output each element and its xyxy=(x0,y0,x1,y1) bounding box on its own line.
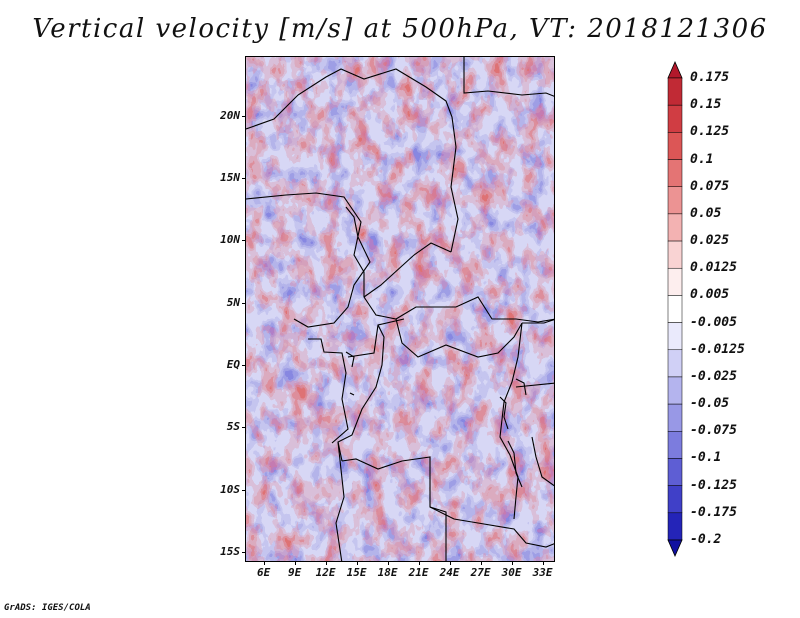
colorbar-tick-label: 0.005 xyxy=(690,287,730,303)
colorbar-bin xyxy=(667,77,683,106)
lon-tick-label: 21E xyxy=(408,566,429,579)
lat-tick xyxy=(242,240,245,242)
lon-tick-label: 6E xyxy=(256,566,271,579)
lakes xyxy=(345,351,527,488)
colorbar-bin xyxy=(667,267,683,296)
lon-tick xyxy=(356,562,358,565)
colorbar-bin xyxy=(667,295,683,323)
colorbar-bottom-arrow xyxy=(667,539,683,557)
colorbar-tick-label: -0.1 xyxy=(690,450,722,466)
lat-tick xyxy=(242,178,245,180)
colorbar-tick-label: -0.05 xyxy=(690,396,730,412)
lon-tick xyxy=(511,562,513,565)
lon-tick-label: 33E xyxy=(532,566,553,579)
vertical-velocity-map xyxy=(246,57,554,561)
colorbar-top-arrow xyxy=(667,61,683,79)
colorbar-bin xyxy=(667,159,683,187)
colorbar-bin xyxy=(667,376,683,405)
colorbar-tick-label: 0.075 xyxy=(690,178,730,194)
lat-tick xyxy=(242,427,245,429)
colorbar-tick-label: 0.05 xyxy=(690,205,722,221)
lon-tick xyxy=(325,562,327,565)
lon-tick xyxy=(480,562,482,565)
colorbar-tick-label: 0.0125 xyxy=(690,260,737,276)
lat-tick xyxy=(242,365,245,367)
lat-tick-label: 10S xyxy=(220,482,240,496)
lat-tick-label: 15S xyxy=(220,545,240,559)
lon-tick-label: 27E xyxy=(470,566,491,579)
lon-tick-label: 24E xyxy=(439,566,460,579)
colorbar-bin xyxy=(667,186,683,215)
colorbar-tick-label: -0.0125 xyxy=(690,341,745,357)
colorbar-tick-label: -0.2 xyxy=(690,532,722,547)
plot-title: Vertical velocity [m/s] at 500hPa, VT: 2… xyxy=(32,14,768,44)
colorbar-tick-label: -0.125 xyxy=(690,477,737,493)
lat-tick xyxy=(242,115,245,117)
colorbar-tick-label: -0.175 xyxy=(690,504,737,520)
colorbar-tick-label: -0.025 xyxy=(690,368,737,384)
colorbar-bin xyxy=(667,132,683,160)
colorbar-bin xyxy=(667,512,683,541)
map-panel xyxy=(245,56,555,562)
lon-tick-label: 18E xyxy=(377,566,398,579)
lon-tick xyxy=(449,562,451,565)
colorbar-bin xyxy=(667,213,683,242)
lat-tick-label: 5S xyxy=(226,420,240,434)
colorbar xyxy=(667,61,683,557)
lon-tick-label: 15E xyxy=(346,566,367,579)
colorbar-bin xyxy=(667,485,683,514)
lon-tick xyxy=(387,562,389,565)
colorbar-tick-label: 0.1 xyxy=(690,151,714,167)
lon-tick-label: 30E xyxy=(501,566,522,579)
lon-tick xyxy=(263,562,265,565)
colorbar-bin xyxy=(667,458,683,486)
lat-tick-label: 20N xyxy=(220,108,240,122)
lat-tick-label: 5N xyxy=(226,295,240,309)
colorbar-bin xyxy=(667,431,683,459)
colorbar-bin xyxy=(667,349,683,378)
lon-tick xyxy=(294,562,296,565)
country-borders xyxy=(246,57,554,561)
lon-tick xyxy=(542,562,544,565)
lat-tick-label: 10N xyxy=(220,233,240,247)
lat-tick xyxy=(242,552,245,554)
colorbar-tick-label: 0.025 xyxy=(690,233,730,249)
velocity-field xyxy=(246,57,554,561)
footer-credit: GrADS: IGES/COLA xyxy=(4,603,91,613)
colorbar-tick-label: -0.075 xyxy=(690,423,737,439)
lon-tick-label: 12E xyxy=(315,566,336,579)
lon-tick xyxy=(418,562,420,565)
lat-tick xyxy=(242,302,245,304)
lon-tick-label: 9E xyxy=(287,566,302,579)
colorbar-bin xyxy=(667,104,683,133)
colorbar-bin xyxy=(667,240,683,269)
lat-tick-label: EQ xyxy=(226,358,240,372)
lat-tick-label: 15N xyxy=(220,171,240,185)
colorbar-tick-label: 0.175 xyxy=(690,70,730,85)
lat-tick xyxy=(242,489,245,491)
colorbar-tick-label: 0.15 xyxy=(690,97,722,113)
colorbar-tick-label: 0.125 xyxy=(690,124,730,140)
colorbar-bin xyxy=(667,322,683,351)
colorbar-bin xyxy=(667,403,683,432)
colorbar-tick-label: -0.005 xyxy=(690,314,737,330)
